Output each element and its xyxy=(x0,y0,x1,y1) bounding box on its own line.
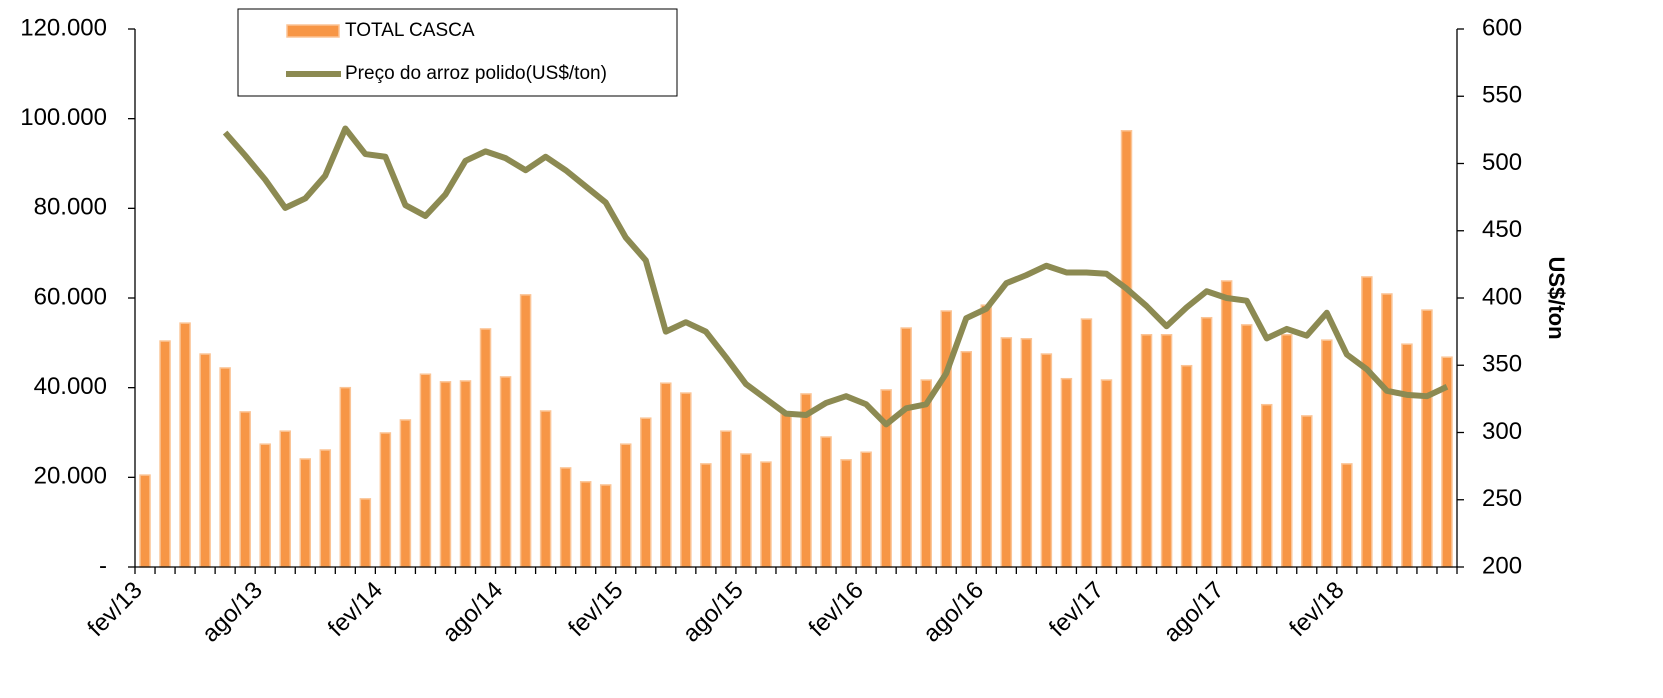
x-tick-label: ago/15 xyxy=(678,577,749,648)
bar xyxy=(599,484,612,568)
bar xyxy=(319,449,332,568)
bar xyxy=(439,381,452,568)
bar xyxy=(479,328,492,568)
bar xyxy=(139,474,151,568)
y-tick-label: - xyxy=(99,552,107,579)
bar xyxy=(740,453,752,568)
y2-tick-label: 200 xyxy=(1482,552,1522,579)
bar xyxy=(459,380,472,568)
bar xyxy=(1180,364,1193,568)
bar xyxy=(519,294,532,568)
bar xyxy=(339,386,352,568)
bar xyxy=(980,304,993,568)
bar xyxy=(1100,379,1113,568)
bar xyxy=(1341,463,1353,568)
bar xyxy=(539,410,552,568)
bar xyxy=(259,443,271,568)
bar xyxy=(239,411,251,568)
x-tick-label: ago/17 xyxy=(1158,577,1229,648)
bar xyxy=(1381,293,1393,568)
price-line xyxy=(222,125,1449,428)
bar xyxy=(1120,130,1133,568)
x-tick-label: fev/17 xyxy=(1044,577,1109,642)
bar xyxy=(399,419,412,568)
bar xyxy=(279,430,291,568)
bar xyxy=(1421,309,1433,568)
y2-tick-label: 250 xyxy=(1482,485,1522,512)
bar xyxy=(359,498,372,568)
y-tick-label: 60.000 xyxy=(34,283,107,310)
y2-tick-label: 400 xyxy=(1482,283,1522,310)
legend-box xyxy=(237,8,678,97)
y2-tick-label: 500 xyxy=(1482,149,1522,176)
bar xyxy=(1220,280,1233,568)
bar xyxy=(1301,415,1313,568)
bar xyxy=(1000,337,1013,568)
y2-tick-label: 600 xyxy=(1482,14,1522,41)
bar xyxy=(1280,334,1293,568)
bar xyxy=(1160,334,1173,568)
bar xyxy=(219,367,231,568)
x-tick-label: ago/14 xyxy=(437,577,508,648)
x-tick-label: ago/13 xyxy=(197,577,268,648)
bar xyxy=(640,417,652,568)
bar xyxy=(1401,343,1413,568)
y2-tick-label: 350 xyxy=(1482,351,1522,378)
bar xyxy=(960,351,973,568)
bar xyxy=(1040,353,1053,568)
bar xyxy=(940,310,952,568)
bar xyxy=(1240,324,1253,568)
bar xyxy=(579,481,592,568)
bar xyxy=(619,443,632,568)
bar xyxy=(1321,339,1333,568)
bar xyxy=(419,373,432,568)
bar xyxy=(660,382,672,568)
bar xyxy=(860,451,872,568)
y-tick-label: 40.000 xyxy=(34,373,107,400)
bar xyxy=(379,432,392,568)
bar xyxy=(680,392,692,568)
bar xyxy=(199,353,211,568)
legend-label: TOTAL CASCA xyxy=(345,20,475,41)
bar xyxy=(1140,334,1153,568)
bar xyxy=(840,459,852,568)
x-tick-label: fev/13 xyxy=(82,577,147,642)
bar xyxy=(1200,316,1213,568)
bar xyxy=(299,458,312,568)
bar xyxy=(1361,276,1373,568)
y2-tick-label: 300 xyxy=(1482,418,1522,445)
bar xyxy=(179,322,191,568)
bar xyxy=(880,389,892,568)
legend-label: Preço do arroz polido(US$/ton) xyxy=(345,63,607,84)
y-tick-label: 120.000 xyxy=(20,14,107,41)
bar xyxy=(559,467,572,568)
bar xyxy=(780,412,792,568)
bar xyxy=(1080,318,1093,568)
bar xyxy=(1020,338,1033,568)
bar xyxy=(1260,403,1273,568)
bar xyxy=(720,430,732,568)
bar xyxy=(920,379,932,568)
y2-axis-label: US$/ton xyxy=(1544,256,1569,339)
bar xyxy=(900,327,912,568)
bar xyxy=(760,461,772,568)
x-tick-label: fev/16 xyxy=(803,577,868,642)
y-tick-label: 100.000 xyxy=(20,104,107,131)
x-tick-label: fev/18 xyxy=(1284,577,1349,642)
x-tick-label: ago/16 xyxy=(918,577,989,648)
bar xyxy=(1060,377,1073,568)
bar xyxy=(159,340,171,568)
x-tick-label: fev/14 xyxy=(323,577,388,642)
y2-tick-label: 450 xyxy=(1482,216,1522,243)
legend-swatch xyxy=(286,24,340,38)
y-tick-label: 80.000 xyxy=(34,194,107,221)
bar xyxy=(700,463,712,568)
bar xyxy=(800,393,812,568)
bar xyxy=(820,436,832,568)
y-tick-label: 20.000 xyxy=(34,463,107,490)
bar xyxy=(499,376,512,568)
y2-tick-label: 550 xyxy=(1482,82,1522,109)
x-tick-label: fev/15 xyxy=(563,577,628,642)
